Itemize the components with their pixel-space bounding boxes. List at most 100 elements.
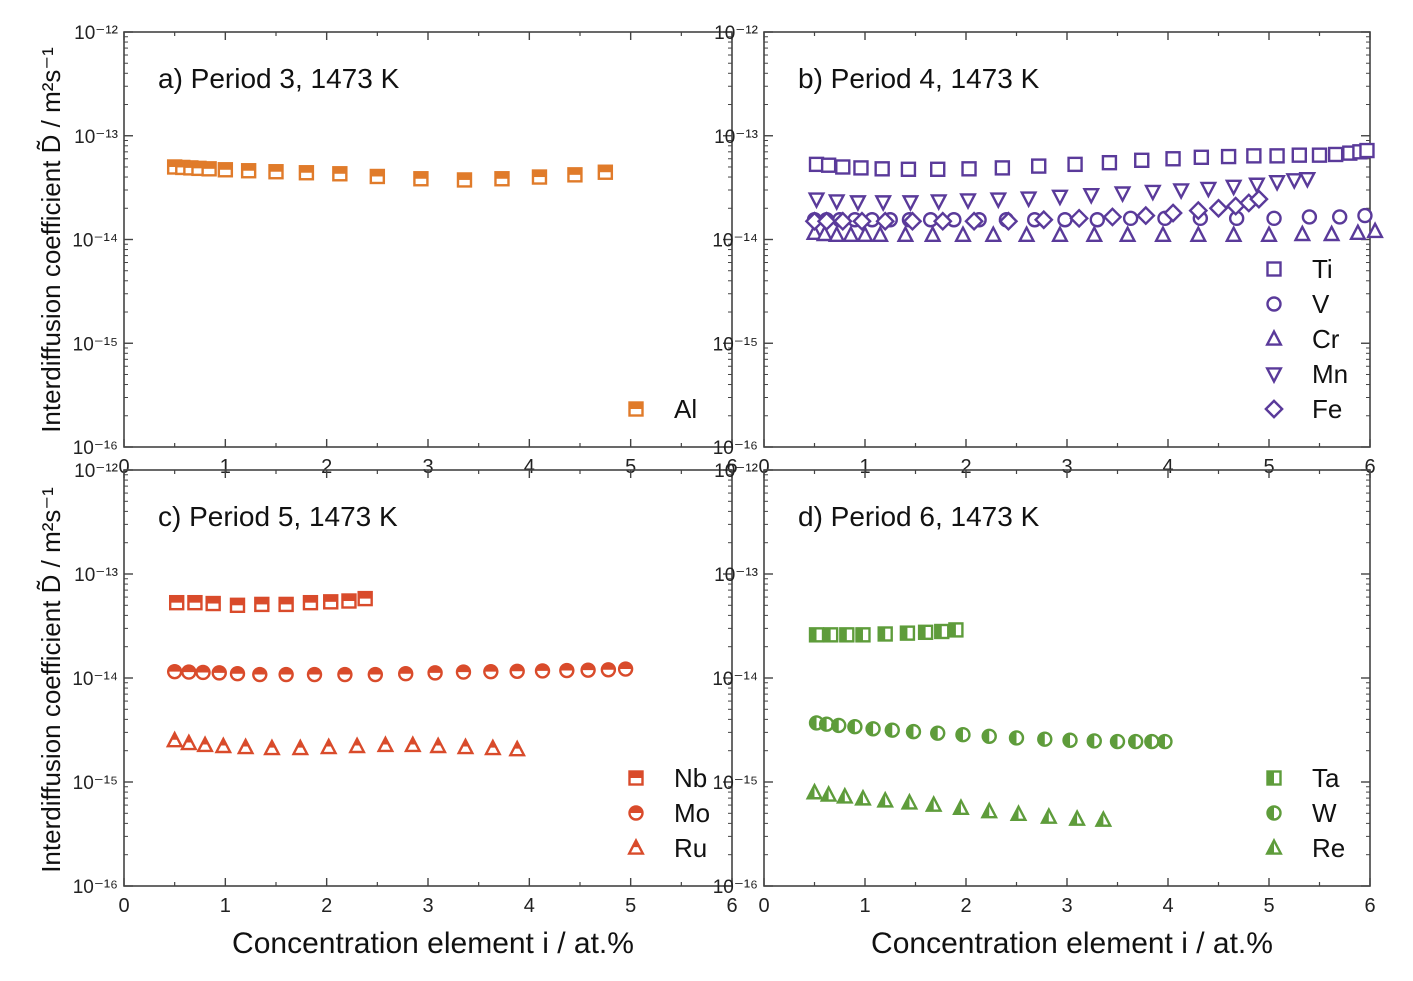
data-point <box>1199 181 1218 199</box>
legend-label: Ta <box>1312 763 1340 793</box>
data-point <box>196 735 214 753</box>
data-point <box>1249 189 1269 209</box>
data-point <box>896 225 915 243</box>
data-point <box>835 786 854 804</box>
x-tick-label: 5 <box>1263 895 1274 917</box>
legend-label: Al <box>674 394 697 424</box>
data-point <box>948 622 964 638</box>
data-point <box>617 661 634 677</box>
data-point <box>456 737 475 755</box>
panel-b: 0 1 2 3 4 5 6 10⁻¹² 10⁻¹³ 10⁻¹⁴ 10⁻¹⁵ 10⁻¹⁶ b) Perio… <box>712 23 1384 478</box>
legend-item: Mn <box>1265 359 1348 389</box>
data-point <box>1331 209 1348 225</box>
data-point <box>413 171 429 187</box>
data-point <box>483 663 499 680</box>
legend-marker <box>1265 837 1283 855</box>
data-point <box>1327 146 1344 163</box>
x-tick-label: 6 <box>726 895 737 917</box>
data-point <box>1094 810 1113 827</box>
data-point <box>876 790 895 808</box>
y-tick-label: 10⁻¹⁶ <box>73 877 118 898</box>
y-tick-label: 10⁻¹⁶ <box>73 438 118 459</box>
legend-marker <box>1266 296 1282 312</box>
data-point <box>839 627 855 643</box>
data-point <box>1135 205 1156 226</box>
y-tick-label: 10⁻¹⁶ <box>713 438 758 459</box>
data-point <box>1051 189 1069 207</box>
data-point <box>597 164 614 180</box>
series-mo <box>166 661 634 683</box>
data-point <box>1322 224 1341 242</box>
legend-item: Ru <box>627 833 707 863</box>
data-point <box>166 663 183 680</box>
data-point <box>1366 221 1384 239</box>
legend-marker <box>628 805 644 821</box>
data-point <box>1031 158 1047 174</box>
data-point <box>856 225 874 243</box>
y-tick-label: 10⁻¹² <box>74 23 118 44</box>
x-tick-label: 2 <box>960 456 971 478</box>
x-tick-label: 5 <box>1263 456 1274 478</box>
data-point <box>1037 731 1053 747</box>
x-tick-label: 4 <box>1162 895 1173 917</box>
data-point <box>994 160 1011 176</box>
data-point <box>240 163 257 179</box>
data-point <box>332 166 348 182</box>
legend-label: Ru <box>674 833 707 863</box>
data-point <box>1165 151 1181 167</box>
legend-item: Cr <box>1265 324 1340 354</box>
x-tick-label: 6 <box>726 456 737 478</box>
y-axis-title-top: Interdiffusion coefficient D̃ / m²s⁻¹ <box>36 47 66 433</box>
data-point <box>1285 173 1304 191</box>
data-point <box>429 736 447 754</box>
data-point <box>964 211 984 232</box>
data-point <box>214 736 233 754</box>
legend-marker <box>628 401 644 417</box>
data-point <box>205 595 221 612</box>
data-point <box>832 211 853 232</box>
data-point <box>877 626 893 642</box>
data-point <box>1224 225 1243 243</box>
x-tick-label: 4 <box>524 895 535 917</box>
data-point <box>1069 208 1089 229</box>
series-ru <box>165 730 526 757</box>
data-point <box>954 225 972 243</box>
x-tick-label: 1 <box>220 895 231 917</box>
series-cr <box>805 221 1384 243</box>
data-point <box>484 738 502 756</box>
data-point <box>1266 210 1282 227</box>
data-point <box>874 161 890 177</box>
data-point <box>1220 148 1237 165</box>
data-point <box>291 738 310 756</box>
x-tick-label: 0 <box>758 456 769 478</box>
series-re <box>805 782 1113 827</box>
legend-label: Mn <box>1312 359 1348 389</box>
data-point <box>1089 212 1106 228</box>
data-point <box>268 164 284 180</box>
y-tick-label: 10⁻¹³ <box>714 127 758 148</box>
panel-title: b) Period 4, 1473 K <box>798 63 1040 94</box>
y-tick-label: 10⁻¹⁴ <box>712 669 758 690</box>
data-point <box>1248 177 1266 195</box>
data-point <box>1293 224 1312 242</box>
legend: Nb Mo Ru <box>627 763 710 863</box>
legend-label: Mo <box>674 798 710 828</box>
data-point <box>427 665 443 681</box>
data-point <box>337 666 353 683</box>
y-tick-label: 10⁻¹⁵ <box>73 334 118 355</box>
data-point <box>1154 225 1172 243</box>
data-point <box>807 192 826 210</box>
data-point <box>559 662 575 679</box>
y-tick-label: 10⁻¹² <box>714 461 758 482</box>
data-point <box>884 722 900 738</box>
data-point <box>981 728 997 745</box>
data-point <box>531 169 548 185</box>
data-point <box>1134 152 1150 168</box>
data-point <box>1298 171 1317 189</box>
legend-label: Re <box>1312 833 1345 863</box>
data-point <box>195 664 211 681</box>
data-point <box>852 211 872 232</box>
x-tick-label: 0 <box>118 456 129 478</box>
plot-frame <box>763 469 1371 887</box>
